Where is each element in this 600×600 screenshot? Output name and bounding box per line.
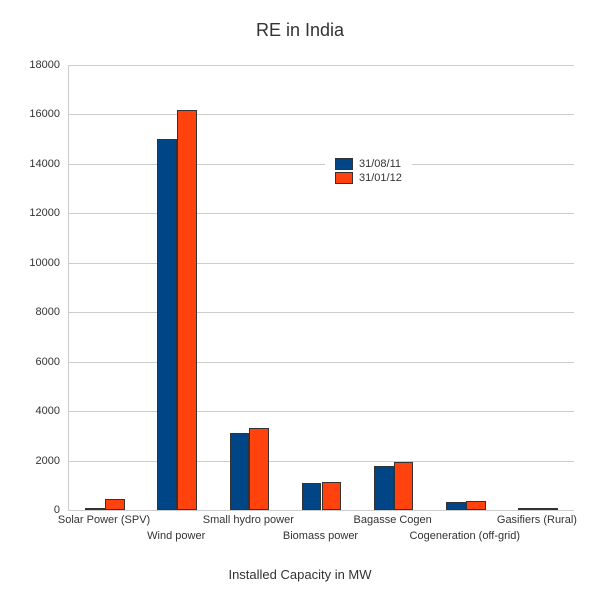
x-tick-label: Small hydro power [203, 514, 294, 526]
y-tick-label: 2000 [36, 455, 60, 467]
chart-container: RE in India Installed Capacity in MW 31/… [0, 0, 600, 600]
y-tick-label: 18000 [29, 59, 60, 71]
bar [518, 508, 538, 510]
legend-swatch [335, 158, 353, 170]
gridline [69, 164, 574, 165]
legend-label: 31/08/11 [359, 158, 401, 170]
legend-label: 31/01/12 [359, 172, 402, 184]
x-tick-label: Solar Power (SPV) [58, 514, 150, 526]
y-tick-label: 6000 [36, 356, 60, 368]
gridline [69, 461, 574, 462]
bar [466, 501, 486, 510]
bar [230, 433, 250, 510]
bar [322, 482, 342, 510]
gridline [69, 65, 574, 66]
bar [302, 483, 322, 510]
bar [105, 499, 125, 510]
y-tick-label: 12000 [29, 207, 60, 219]
x-tick-label: Cogeneration (off-grid) [410, 530, 520, 542]
gridline [69, 312, 574, 313]
bar [157, 139, 177, 510]
legend-item: 31/08/11 [335, 158, 402, 170]
y-tick-label: 10000 [29, 257, 60, 269]
plot-area [68, 65, 574, 511]
gridline [69, 213, 574, 214]
gridline [69, 114, 574, 115]
y-tick-label: 4000 [36, 405, 60, 417]
gridline [69, 263, 574, 264]
chart-title: RE in India [0, 20, 600, 41]
legend-swatch [335, 172, 353, 184]
y-tick-label: 16000 [29, 108, 60, 120]
x-tick-label: Gasifiers (Rural) [497, 514, 577, 526]
bar [249, 428, 269, 510]
x-axis-label: Installed Capacity in MW [0, 567, 600, 582]
x-tick-label: Bagasse Cogen [354, 514, 432, 526]
legend: 31/08/11 31/01/12 [325, 150, 412, 192]
bar [446, 502, 466, 510]
bar [177, 110, 197, 510]
bar [394, 462, 414, 510]
gridline [69, 362, 574, 363]
y-tick-label: 8000 [36, 306, 60, 318]
y-tick-label: 14000 [29, 158, 60, 170]
bar [538, 508, 558, 510]
x-tick-label: Biomass power [283, 530, 358, 542]
x-tick-label: Wind power [147, 530, 205, 542]
bar [374, 466, 394, 510]
bar [85, 508, 105, 510]
gridline [69, 411, 574, 412]
legend-item: 31/01/12 [335, 172, 402, 184]
